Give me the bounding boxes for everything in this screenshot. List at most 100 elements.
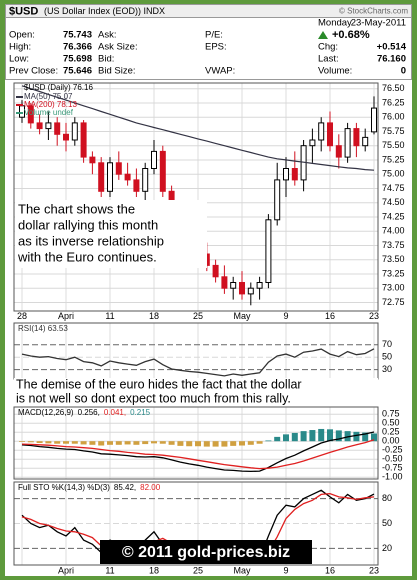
candle-body [291, 168, 298, 181]
histogram-bar [63, 441, 69, 444]
x-tick-label: 28 [17, 311, 27, 321]
y-tick-label: 73.50 [382, 254, 405, 264]
y-tick-label: 75.50 [382, 140, 405, 150]
histogram-bar [124, 441, 131, 445]
annotation-bg [14, 378, 378, 405]
quote-label: EPS: [205, 42, 227, 53]
x-tick-label: 16 [325, 565, 335, 575]
line [21, 85, 375, 171]
candle-body [45, 122, 52, 130]
y-tick-label: 73.25 [382, 268, 405, 278]
candle-body [265, 219, 272, 284]
quote-label: Bid: [98, 54, 114, 65]
histogram-bar [256, 441, 263, 444]
source: © StockCharts.com [339, 7, 408, 16]
x-tick-label: 25 [193, 565, 203, 575]
candle-body [239, 282, 245, 295]
quote-value: 75.743 [63, 30, 92, 41]
histogram-bar [195, 441, 201, 447]
y-tick-label: 76.00 [382, 112, 405, 122]
quote-label: Volume: [318, 66, 352, 77]
histogram-bar [159, 441, 166, 444]
y-tick-label: -0.25 [382, 445, 403, 455]
y-tick-label: 80 [382, 493, 392, 503]
annotation: The chart shows the [18, 201, 135, 216]
symbol-name: (US Dollar Index (EOD)) INDX [44, 6, 165, 16]
histogram-bar [80, 441, 87, 445]
candle-body [89, 156, 96, 164]
candle-body [256, 282, 263, 289]
x-tick-label: May [233, 565, 251, 575]
candle-body [353, 128, 360, 147]
histogram-bar [151, 441, 157, 444]
histogram-bar [54, 441, 61, 444]
histogram-bar [115, 441, 122, 445]
x-tick-label: 16 [325, 311, 335, 321]
y-tick-label: 20 [382, 543, 392, 553]
histogram-bar [98, 441, 105, 446]
quote-value: 75.646 [63, 66, 92, 77]
candle-body [98, 162, 105, 192]
quote-date: 23-May-2011 [351, 18, 406, 29]
histogram-bar [318, 428, 325, 442]
y-tick-label: 50 [382, 518, 392, 528]
x-tick-label: 25 [193, 311, 203, 321]
change-pct: +0.68% [332, 29, 370, 41]
candle-body [63, 133, 69, 141]
legend-entry: Volume undef [24, 108, 74, 117]
quote-label: Ask Size: [98, 42, 138, 53]
y-tick-label: 0.00 [382, 436, 400, 446]
x-tick-label: 18 [149, 565, 159, 575]
histogram-bar [274, 436, 281, 442]
y-tick-label: 0.75 [382, 409, 400, 419]
candle-body [230, 282, 237, 289]
histogram-bar [371, 433, 377, 442]
annotation: dollar rallying this month [18, 217, 158, 232]
quote-value: 0 [401, 66, 406, 77]
symbol: $USD [9, 5, 38, 17]
quote-label: Open: [9, 30, 35, 41]
panel-border [13, 82, 379, 312]
candle-body [344, 128, 351, 158]
y-tick-label: -0.50 [382, 454, 403, 464]
candle-body [80, 122, 87, 158]
legend-label: Full STO %K(14,3) %D(3) [18, 483, 110, 492]
y-tick-label: -0.75 [382, 463, 403, 473]
y-tick-label: 0.50 [382, 418, 400, 428]
quote-day: Monday [318, 18, 352, 29]
copyright-box [100, 540, 312, 564]
histogram-bar [327, 429, 333, 442]
annotation-bg [15, 200, 207, 268]
x-tick-label: 18 [149, 311, 159, 321]
legend-entry: 0.215 [130, 408, 151, 417]
quote-label: Bid Size: [98, 66, 136, 77]
candle-body [142, 168, 149, 192]
histogram-bar [221, 441, 228, 447]
histogram-bar [247, 441, 254, 445]
histogram-bar [27, 441, 34, 443]
histogram-bar [107, 441, 113, 445]
legend-entry: $USD (Daily) 76.16 [24, 83, 93, 92]
quote-label: Ask: [98, 30, 116, 41]
histogram-bar [19, 441, 25, 442]
x-tick-label: May [233, 311, 251, 321]
histogram-bar [239, 441, 245, 446]
quote-label: Last: [318, 54, 339, 65]
candle-body [36, 122, 43, 130]
x-tick-label: 11 [105, 565, 114, 575]
histogram-bar [186, 441, 193, 447]
y-tick-label: 50 [382, 352, 392, 362]
panel-border [13, 406, 379, 480]
up-arrow [318, 31, 328, 39]
quote-label: VWAP: [205, 66, 235, 77]
candle-body [124, 173, 131, 181]
candle-body [133, 179, 140, 192]
histogram-bar [168, 441, 175, 445]
x-tick-label: 23 [369, 565, 379, 575]
candle-body [212, 264, 219, 278]
legend-entry: MA(50) 75.07 [24, 92, 73, 101]
candle-body [274, 179, 281, 221]
candle-body [27, 105, 34, 124]
annotation: as its inverse relationship [18, 233, 164, 248]
